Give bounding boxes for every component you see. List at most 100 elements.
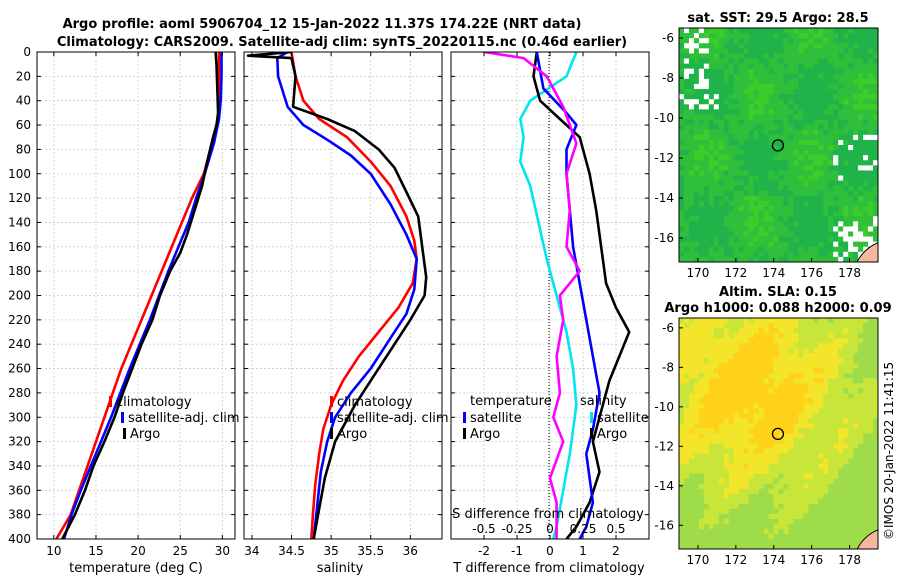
heatmap-cell [748,368,755,374]
heatmap-cell [713,503,720,510]
heatmap-cell [788,73,794,80]
heatmap-cell [683,211,690,217]
heatmap-cell [733,48,740,54]
heatmap-cell [733,378,740,384]
heatmap-cell [833,328,839,334]
heatmap-cell [708,89,715,95]
heatmap-cell [683,323,690,329]
heatmap-cell [853,119,859,126]
heatmap-cell [703,433,710,439]
heatmap-cell [683,241,690,248]
heatmap-cell [783,423,789,429]
heatmap-cell [753,528,759,535]
heatmap-cell [728,114,735,120]
heatmap-cell [873,348,878,354]
heatmap-cell [693,195,700,202]
heatmap-cell [713,221,720,227]
heatmap-cell [758,99,764,105]
heatmap-cell [743,388,750,394]
heatmap-cell [868,343,874,349]
heatmap-cell [803,236,809,243]
heatmap-cell [803,170,809,176]
heatmap-cell [753,453,759,460]
heatmap-cell [703,543,710,549]
heatmap-cell [743,38,750,44]
heatmap-cell [703,109,710,115]
heatmap-cell [703,114,710,120]
heatmap-cell [708,241,715,248]
heatmap-cell [688,458,695,465]
heatmap-cell [788,89,794,95]
heatmap-cell [768,43,774,49]
heatmap-cell [758,63,764,70]
heatmap-cell [808,318,814,324]
heatmap-cell [788,398,794,404]
heatmap-cell [778,383,784,389]
heatmap-cell [698,488,705,495]
heatmap-cell [813,53,819,59]
heatmap-cell [723,33,730,39]
heatmap-cell [778,38,784,44]
heatmap-cell [753,256,759,262]
heatmap-cell [703,528,710,535]
heatmap-cell [833,134,839,141]
heatmap-cell [863,221,869,227]
heatmap-cell [753,150,759,156]
heatmap-cell [848,438,854,444]
heatmap-cell [743,468,750,475]
heatmap-cell [808,443,814,449]
heatmap-cell [833,383,839,389]
heatmap-cell [758,498,764,505]
heatmap-cell [683,119,690,126]
heatmap-cell [688,343,695,349]
heatmap-cell [823,216,829,222]
heatmap-cell [738,129,745,136]
heatmap-cell [828,418,834,424]
heatmap-cell [723,104,730,110]
s-tick-label: -0.5 [472,522,495,536]
heatmap-cell [688,206,695,212]
heatmap-cell [813,418,819,424]
heatmap-cell [838,139,844,146]
heatmap-cell [703,58,710,65]
heatmap-cell [768,104,774,110]
heatmap-cell [768,241,774,248]
heatmap-cell [843,165,849,171]
heatmap-cell [803,246,809,253]
heatmap-cell [679,473,685,480]
heatmap-cell [808,383,814,389]
heatmap-cell [798,216,804,222]
heatmap-cell [758,493,764,500]
heatmap-cell [813,43,819,49]
heatmap-cell [843,533,849,540]
heatmap-cell [828,518,834,525]
heatmap-cell [808,403,814,409]
heatmap-cell [873,393,878,399]
heatmap-cell [738,433,745,439]
legend-label-satellite: satellite-adj. clim [337,411,449,426]
heatmap-cell [853,48,859,54]
heatmap-cell [838,190,844,197]
heatmap-cell [853,523,859,530]
heatmap-cell [778,68,784,75]
heatmap-cell [858,333,864,339]
heatmap-cell [848,543,854,549]
heatmap-cell [843,463,849,470]
heatmap-cell [763,458,769,465]
heatmap-cell [679,231,685,237]
heatmap-cell [773,393,779,399]
heatmap-cell [693,73,700,80]
heatmap-cell [838,124,844,131]
heatmap-cell [848,483,854,490]
heatmap-cell [768,443,774,449]
heatmap-cell [703,538,710,545]
heatmap-cell [703,119,710,126]
heatmap-cell [679,438,685,444]
heatmap-cell [758,323,764,329]
heatmap-cell [848,145,854,151]
heatmap-cell [733,483,740,490]
heatmap-cell [718,170,725,176]
heatmap-cell [798,33,804,39]
heatmap-cell [743,478,750,485]
